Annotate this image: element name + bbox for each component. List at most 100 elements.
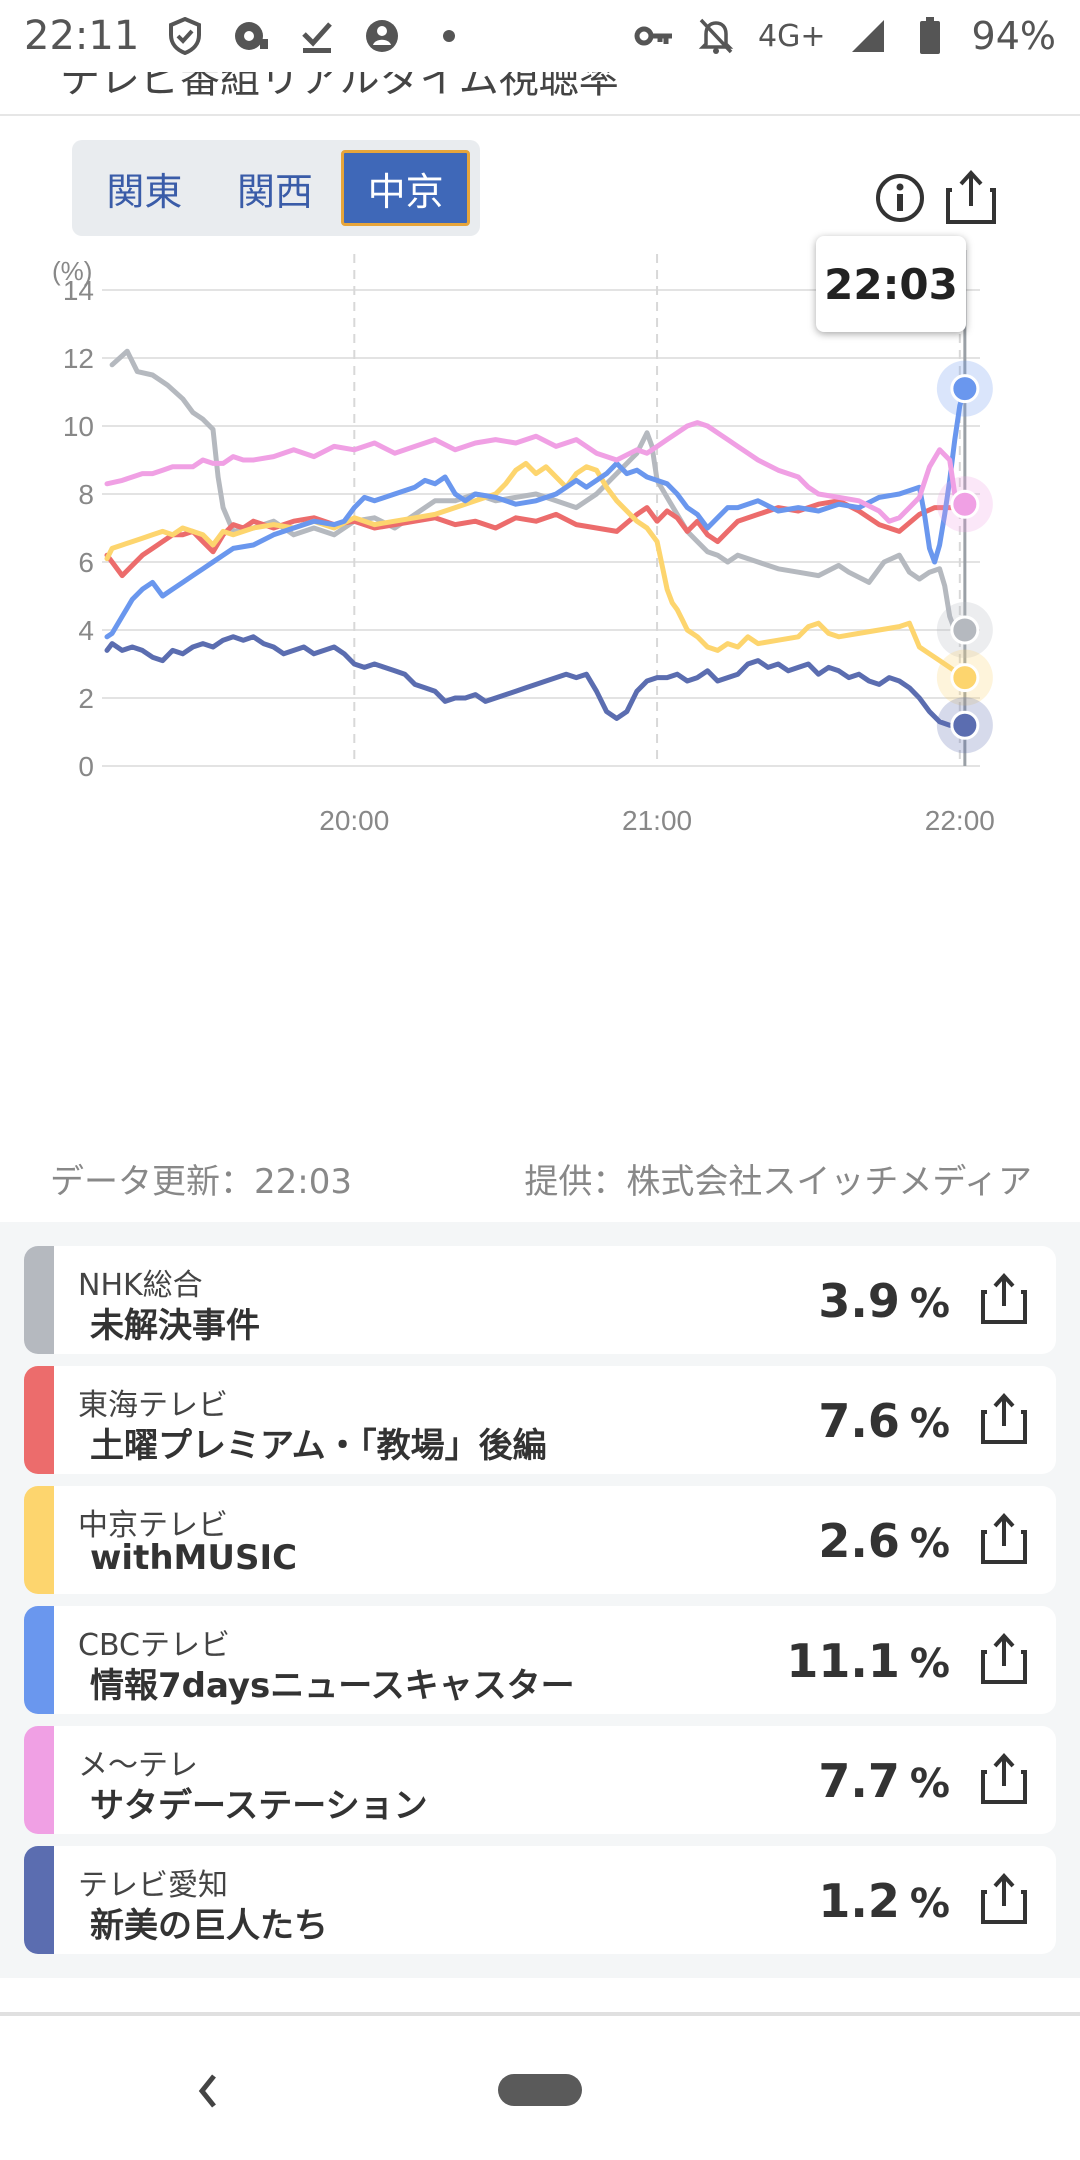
program-title: 土曜プレミアム・「教場」後編 — [90, 1426, 547, 1466]
program-title: withMUSIC — [90, 1538, 298, 1578]
y-tick-label: 6 — [78, 547, 94, 578]
series-line — [109, 348, 968, 636]
rating-value: 7.7 — [818, 1754, 900, 1808]
program-title: 新美の巨人たち — [90, 1906, 328, 1946]
series-line — [104, 420, 968, 524]
share-icon[interactable] — [980, 1632, 1028, 1686]
tab-kansai[interactable]: 関西 — [236, 169, 313, 214]
ratings-chart: (%) 0 2 4 6 8 10 12 14 20:00 21:00 22:00 — [52, 250, 995, 836]
program-row[interactable]: テレビ愛知 新美の巨人たち 1.2% — [24, 1846, 1056, 1954]
rating-value: 11.1 — [786, 1634, 900, 1688]
share-icon[interactable] — [944, 168, 998, 226]
station-color-bar — [24, 1846, 54, 1954]
chart-tooltip: 22:03 — [816, 236, 966, 332]
y-tick-label: 8 — [78, 479, 94, 510]
battery-level: 94% — [971, 14, 1056, 58]
station-name: テレビ愛知 — [78, 1868, 228, 1903]
rating-unit: % — [909, 1641, 950, 1687]
series-line — [104, 386, 968, 640]
data-update-time: データ更新：22:03 — [50, 1162, 352, 1202]
station-color-bar — [24, 1246, 54, 1354]
share-icon[interactable] — [980, 1272, 1028, 1326]
station-color-bar — [24, 1366, 54, 1474]
rating-value: 2.6 — [818, 1514, 900, 1568]
x-tick-label: 22:00 — [925, 805, 995, 836]
program-rating: 11.1% — [786, 1634, 950, 1688]
rating-value: 1.2 — [818, 1874, 900, 1928]
program-title: 情報7daysニュースキャスター — [90, 1666, 575, 1706]
signal-icon — [848, 16, 888, 56]
series-line — [104, 460, 968, 681]
info-icon[interactable] — [874, 172, 926, 224]
status-bar: 22:11 4G+ 94% — [0, 0, 1080, 72]
station-name: メ〜テレ — [78, 1748, 198, 1783]
network-type: 4G+ — [758, 18, 826, 54]
share-icon[interactable] — [980, 1512, 1028, 1566]
y-tick-label: 0 — [78, 751, 94, 782]
region-tabs: 関東 関西 中京 — [72, 140, 480, 236]
status-time: 22:11 — [24, 13, 140, 59]
program-row[interactable]: CBCテレビ 情報7daysニュースキャスター 11.1% — [24, 1606, 1056, 1714]
station-color-bar — [24, 1486, 54, 1594]
x-tick-label: 21:00 — [622, 805, 692, 836]
program-row[interactable]: NHK総合 未解決事件 3.9% — [24, 1246, 1056, 1354]
page-header: テレビ番組リアルタイム視聴率 — [0, 72, 1080, 116]
status-right: 4G+ 94% — [634, 14, 1056, 58]
download-done-icon — [297, 16, 337, 56]
share-icon[interactable] — [980, 1392, 1028, 1446]
share-icon[interactable] — [980, 1872, 1028, 1926]
vpn-key-icon — [634, 16, 674, 56]
rating-unit: % — [909, 1281, 950, 1327]
program-row[interactable]: 中京テレビ withMUSIC 2.6% — [24, 1486, 1056, 1594]
share-icon[interactable] — [980, 1752, 1028, 1806]
bell-off-icon — [696, 16, 736, 56]
page-title: テレビ番組リアルタイム視聴率 — [60, 72, 619, 102]
station-color-bar — [24, 1606, 54, 1714]
divider — [0, 2012, 1080, 2016]
home-pill[interactable] — [498, 2074, 582, 2106]
back-icon[interactable] — [190, 2066, 226, 2116]
station-name: 中京テレビ — [78, 1508, 228, 1543]
y-tick-label: 2 — [78, 683, 94, 714]
rating-unit: % — [909, 1761, 950, 1807]
dot-icon — [429, 16, 469, 56]
series-marker — [950, 710, 980, 740]
program-rating: 3.9% — [818, 1274, 950, 1328]
tab-kanto[interactable]: 関東 — [106, 169, 183, 214]
battery-icon — [910, 16, 950, 56]
rating-unit: % — [909, 1401, 950, 1447]
program-list: NHK総合 未解決事件 3.9% 東海テレビ 土曜プレミアム・「教場」後編 7.6% 中京テ… — [0, 1222, 1080, 1978]
station-color-bar — [24, 1726, 54, 1834]
program-rating: 7.7% — [818, 1754, 950, 1808]
x-tick-label: 20:00 — [319, 805, 389, 836]
y-tick-label: 10 — [63, 411, 94, 442]
status-left: 22:11 — [24, 13, 469, 59]
program-title: 未解決事件 — [90, 1306, 260, 1346]
rating-unit: % — [909, 1521, 950, 1567]
station-name: CBCテレビ — [78, 1628, 230, 1663]
data-provider: 提供：株式会社スイッチメディア — [524, 1162, 1032, 1202]
sync-icon — [231, 16, 271, 56]
program-row[interactable]: 東海テレビ 土曜プレミアム・「教場」後編 7.6% — [24, 1366, 1056, 1474]
series-marker — [950, 374, 980, 404]
y-tick-label: 4 — [78, 615, 94, 646]
program-rating: 7.6% — [818, 1394, 950, 1448]
program-title: サタデーステーション — [90, 1786, 428, 1826]
shield-check-icon — [165, 16, 205, 56]
rating-unit: % — [909, 1881, 950, 1927]
program-rating: 1.2% — [818, 1874, 950, 1928]
series-marker — [950, 615, 980, 645]
series-marker — [950, 489, 980, 519]
series-line — [104, 634, 968, 728]
y-tick-label: 14 — [63, 275, 94, 306]
y-axis-unit: (%) — [52, 256, 92, 286]
account-sync-icon — [363, 16, 403, 56]
station-name: NHK総合 — [78, 1268, 203, 1303]
program-rating: 2.6% — [818, 1514, 950, 1568]
program-row[interactable]: メ〜テレ サタデーステーション 7.7% — [24, 1726, 1056, 1834]
series-marker — [950, 663, 980, 693]
tab-chukyo[interactable]: 中京 — [341, 150, 470, 226]
y-tick-label: 12 — [63, 343, 94, 374]
rating-value: 7.6 — [818, 1394, 900, 1448]
rating-value: 3.9 — [818, 1274, 900, 1328]
